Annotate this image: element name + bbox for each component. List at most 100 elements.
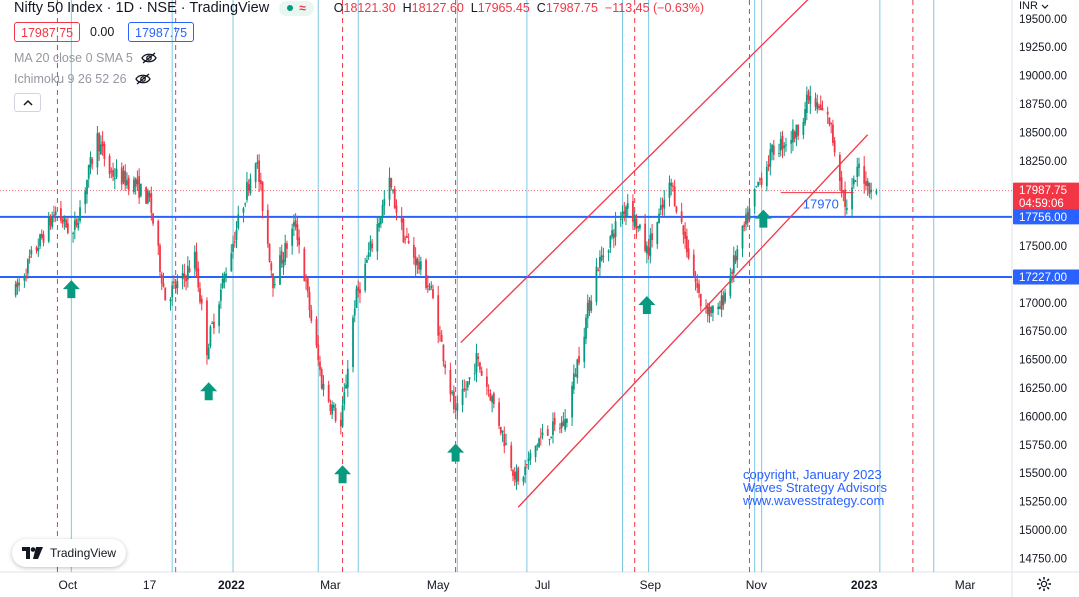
candle-body — [644, 223, 647, 252]
eye-hidden-icon[interactable] — [141, 52, 157, 64]
candle-body — [559, 428, 561, 430]
candle-body — [501, 430, 504, 433]
countdown-label: 04:59:06 — [1019, 198, 1064, 210]
indicator-ichimoku[interactable]: Ichimoku 9 26 52 26 — [14, 72, 151, 86]
price-label: 17227.00 — [1019, 272, 1067, 284]
candle-body — [525, 464, 528, 466]
channel-line-lower — [517, 134, 869, 508]
symbol-title[interactable]: Nifty 50 Index · 1D · NSE · TradingView — [14, 0, 270, 16]
collapse-legend-button[interactable] — [14, 93, 41, 112]
settings-gear-icon[interactable] — [1036, 576, 1052, 592]
candle-body — [237, 214, 240, 229]
channel-line-upper — [460, 0, 809, 344]
candle-body — [367, 252, 370, 257]
y-tick-label: 19250.00 — [1019, 42, 1067, 54]
candle-body — [284, 242, 287, 262]
x-tick-label: Mar — [955, 578, 976, 592]
candle-body — [310, 310, 313, 321]
candle-body — [538, 438, 540, 448]
market-status-badge[interactable]: ≈ — [279, 0, 314, 16]
eye-hidden-icon[interactable] — [134, 73, 151, 85]
candle-body — [672, 185, 674, 187]
candle-body — [439, 332, 441, 334]
spread-value: 0.00 — [90, 25, 115, 39]
candle-body — [176, 281, 179, 289]
chevron-down-icon — [1041, 4, 1049, 9]
candle-body — [623, 211, 626, 215]
candle-body — [790, 140, 793, 144]
candle-body — [572, 373, 575, 390]
candle-body — [320, 369, 323, 389]
candle-body — [115, 168, 118, 177]
candle-body — [546, 429, 549, 436]
candle-body — [512, 470, 514, 476]
candle-body — [854, 180, 857, 182]
candle-body — [586, 302, 589, 319]
candle-body — [122, 170, 125, 183]
buy-price-box[interactable]: 17987.75 — [128, 22, 195, 42]
candle-body — [331, 404, 334, 415]
candle-body — [148, 192, 151, 198]
candle-body — [207, 347, 210, 360]
candle-body — [428, 288, 431, 291]
candle-body — [291, 228, 294, 246]
x-tick-label: Sep — [640, 578, 662, 592]
candle-body — [833, 140, 836, 153]
candle-body — [332, 405, 335, 408]
candle-body — [553, 417, 556, 425]
candle-body — [522, 477, 525, 482]
candle-body — [136, 179, 139, 185]
candle-body — [785, 144, 787, 146]
candle-body — [280, 251, 283, 264]
candle-body — [807, 91, 810, 101]
candle-body — [197, 268, 200, 288]
tradingview-logo[interactable]: TradingView — [12, 539, 127, 567]
candle-body — [755, 186, 758, 188]
up-arrow-icon — [638, 295, 656, 314]
candle-body — [254, 163, 257, 182]
sell-price-box[interactable]: 17987.75 — [14, 22, 81, 42]
candle-body — [536, 444, 539, 446]
candle-body — [258, 160, 261, 183]
candle-body — [765, 166, 768, 187]
chart-header: Nifty 50 Index · 1D · NSE · TradingView … — [14, 0, 704, 16]
candle-body — [578, 356, 580, 363]
candle-body — [329, 404, 332, 412]
candle-body — [26, 259, 29, 274]
candle-body — [188, 268, 191, 272]
candle-body — [211, 322, 214, 324]
currency-selector[interactable]: INR — [1019, 0, 1049, 12]
candle-body — [651, 233, 653, 241]
candle-body — [816, 102, 819, 110]
candle-body — [505, 443, 507, 445]
candle-body — [18, 283, 21, 286]
y-tick-label: 16500.00 — [1019, 355, 1067, 367]
candle-body — [795, 124, 798, 138]
candle-body — [139, 183, 142, 197]
candle-body — [54, 211, 57, 215]
candle-body — [838, 154, 841, 182]
candle-body — [560, 422, 563, 428]
candle-body — [200, 298, 203, 304]
candle-body — [748, 208, 751, 220]
candle-body — [499, 426, 502, 434]
candle-body — [66, 223, 69, 233]
candle-body — [658, 213, 660, 224]
candle-body — [352, 317, 354, 367]
candle-body — [246, 181, 248, 200]
candle-body — [303, 248, 306, 282]
candle-body — [152, 213, 154, 224]
candle-body — [101, 141, 104, 147]
candle-body — [449, 369, 452, 395]
candle-body — [706, 305, 709, 315]
candle-body — [440, 334, 443, 342]
candle-body — [614, 221, 617, 237]
candle-body — [319, 361, 321, 370]
candle-body — [718, 306, 721, 310]
indicator-ma[interactable]: MA 20 close 0 SMA 5 — [14, 51, 157, 65]
tradingview-logo-icon — [22, 547, 43, 559]
x-tick-label: Jul — [535, 578, 550, 592]
candle-body — [183, 273, 186, 278]
candle-body — [491, 396, 494, 403]
